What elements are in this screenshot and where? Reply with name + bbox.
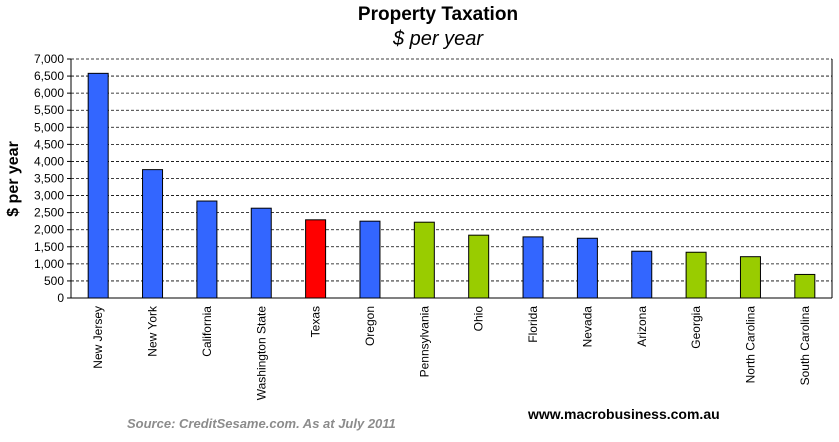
x-tick-label: Nevada — [580, 306, 594, 348]
y-tick-label: 1,000 — [34, 257, 64, 271]
y-tick-label: 3,000 — [34, 189, 64, 203]
x-tick-label: Georgia — [689, 306, 703, 349]
y-tick-label: 0 — [57, 291, 64, 305]
y-tick-label: 500 — [44, 274, 64, 288]
x-tick-label: North Carolina — [743, 306, 757, 384]
bar — [739, 256, 761, 299]
bar — [87, 72, 109, 299]
x-tick-label: Oregon — [363, 306, 377, 346]
watermark-url: www.macrobusiness.com.au — [528, 406, 720, 422]
x-tick-label: New York — [146, 305, 160, 357]
x-tick-label: Washington State — [254, 306, 268, 401]
x-tick-label: New Jersey — [91, 306, 105, 369]
bar — [142, 169, 164, 299]
y-tick-label: 6,500 — [34, 69, 64, 83]
y-tick-label: 1,500 — [34, 240, 64, 254]
bar — [794, 273, 816, 299]
bars — [87, 72, 816, 299]
bar — [576, 237, 598, 299]
y-tick-label: 3,500 — [34, 172, 64, 186]
x-tick-label: Texas — [309, 306, 323, 337]
bar — [631, 250, 653, 299]
source-note: Source: CreditSesame.com. As at July 201… — [127, 416, 396, 431]
bar — [250, 207, 272, 299]
y-axis-label: $ per year — [5, 141, 22, 217]
bar — [468, 234, 490, 299]
axes — [70, 59, 833, 299]
x-tick-label: Pennsylvania — [417, 306, 431, 378]
chart-subtitle: $ per year — [392, 28, 484, 50]
x-tick-label: South Carolina — [798, 306, 812, 386]
y-tick-label: 4,000 — [34, 154, 64, 168]
y-tick-label: 2,500 — [34, 206, 64, 220]
bar — [413, 221, 435, 299]
bar — [196, 200, 218, 299]
gridlines — [67, 58, 832, 299]
bar — [685, 251, 707, 299]
y-tick-label: 6,000 — [34, 86, 64, 100]
x-tick-label: California — [200, 306, 214, 357]
x-tick-label: Arizona — [635, 306, 649, 347]
y-tick-labels: 0 500 1,000 1,500 2,000 2,500 3,000 3,500 4,000 4… — [34, 52, 64, 305]
bar — [522, 236, 544, 299]
y-tick-label: 4,500 — [34, 137, 64, 151]
bar — [305, 219, 327, 299]
y-tick-label: 2,000 — [34, 223, 64, 237]
y-tick-label: 5,500 — [34, 103, 64, 117]
chart-title: Property Taxation — [357, 4, 519, 25]
x-tick-labels: New Jersey New York California Washington S… — [91, 305, 812, 400]
x-tick-label: Ohio — [472, 306, 486, 332]
y-tick-label: 5,000 — [34, 120, 64, 134]
x-tick-label: Florida — [526, 306, 540, 343]
bar — [359, 220, 381, 299]
y-tick-label: 7,000 — [34, 52, 64, 66]
